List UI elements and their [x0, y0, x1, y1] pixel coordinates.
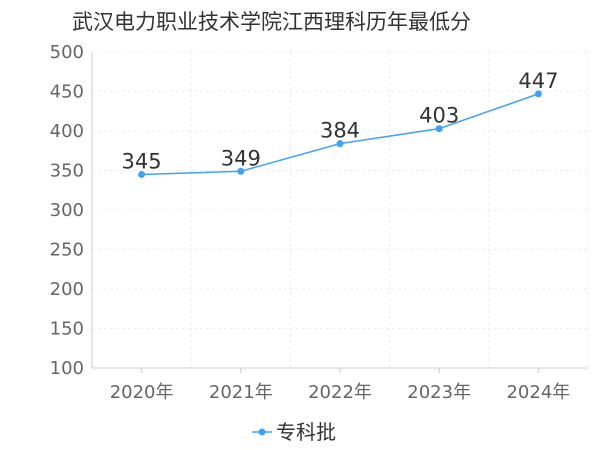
y-tick-label: 450 — [50, 82, 84, 103]
y-tick-label: 400 — [50, 121, 84, 142]
y-tick-label: 300 — [50, 200, 84, 221]
data-label: 349 — [221, 146, 261, 170]
y-tick-labels: 100 150 200 250 300 350 400 450 500 — [50, 42, 84, 379]
data-label: 384 — [320, 119, 360, 143]
y-tick-label: 150 — [50, 319, 84, 340]
data-label: 403 — [419, 104, 459, 128]
data-point — [534, 90, 542, 98]
x-tick-label: 2020年 — [110, 382, 174, 403]
x-tick-label: 2023年 — [407, 382, 471, 403]
legend-label: 专科批 — [276, 420, 336, 444]
legend-point-marker — [258, 428, 266, 436]
axis-layer — [91, 52, 588, 373]
data-point — [435, 125, 443, 133]
y-tick-label: 350 — [50, 161, 84, 182]
x-tick-label: 2021年 — [209, 382, 273, 403]
x-tick-label: 2022年 — [308, 382, 372, 403]
y-tick-label: 250 — [50, 240, 84, 261]
y-tick-label: 500 — [50, 42, 84, 63]
x-tick-labels: 2020年 2021年 2022年 2023年 2024年 — [110, 382, 571, 403]
data-label: 345 — [122, 149, 162, 173]
data-point — [336, 140, 344, 148]
y-tick-label: 100 — [50, 358, 84, 379]
legend[interactable]: 专科批 — [252, 420, 336, 444]
grid-layer — [92, 51, 589, 368]
x-tick-label: 2024年 — [506, 382, 570, 403]
data-labels: 345 349 384 403 447 — [122, 69, 559, 174]
chart-title: 武汉电力职业技术学院江西理科历年最低分 — [72, 10, 471, 34]
y-tick-label: 200 — [50, 279, 84, 300]
series-layer — [138, 90, 542, 178]
data-point — [138, 170, 146, 178]
data-label: 447 — [518, 69, 558, 93]
data-point — [237, 167, 245, 175]
